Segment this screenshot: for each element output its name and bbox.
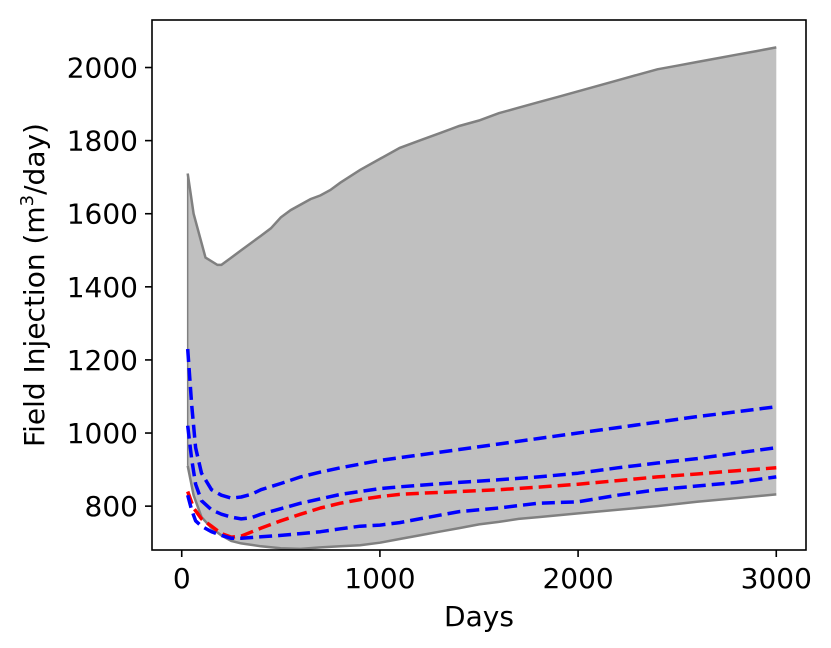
x-tick-label: 0: [173, 562, 191, 595]
y-tick-label: 2000: [67, 52, 138, 85]
y-axis-title-main: Field Injection (m: [18, 206, 51, 447]
y-axis-title-tail: /day): [18, 123, 51, 195]
x-tick-label: 3000: [741, 562, 812, 595]
y-tick-label: 1000: [67, 417, 138, 450]
y-axis-title-superscript: 3: [17, 195, 38, 206]
ensemble-band: [187, 47, 777, 549]
y-tick-label: 1800: [67, 125, 138, 158]
series-line-1: [186, 466, 777, 539]
x-axis-title: Days: [444, 600, 514, 633]
band-upper-edge: [186, 46, 777, 267]
y-tick-label: 1600: [67, 198, 138, 231]
y-axis-title: Field Injection (m3/day): [17, 123, 51, 447]
x-tick-label: 2000: [542, 562, 613, 595]
x-tick-label: 1000: [344, 562, 415, 595]
series-line-2: [185, 348, 777, 500]
axes: 0 1000 2000 3000 800 1000 1200 1400 1600 1800 2000: [67, 19, 812, 595]
y-tick-label: 1400: [67, 271, 138, 304]
axes-frame: [151, 19, 807, 551]
plot-area: [185, 46, 777, 550]
y-tick-label: 1200: [67, 344, 138, 377]
y-tick-label: 800: [85, 490, 138, 523]
series-line-4: [186, 475, 777, 541]
